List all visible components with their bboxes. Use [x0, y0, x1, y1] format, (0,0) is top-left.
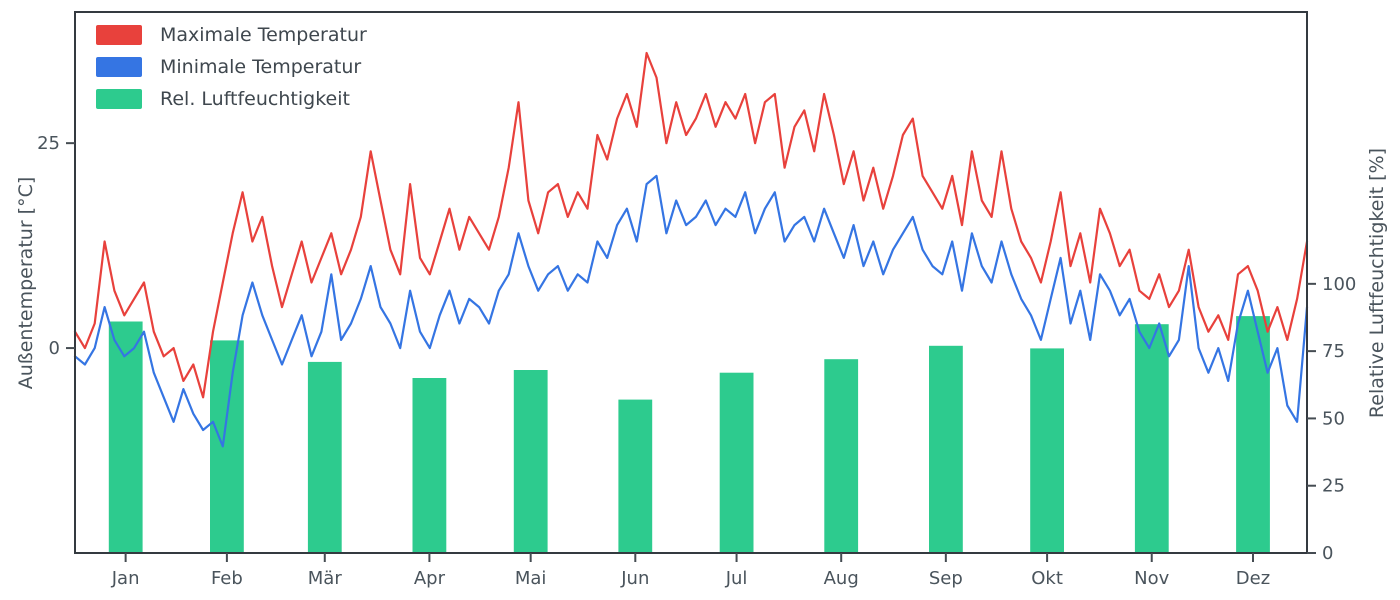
right-tick-label: 0: [1322, 543, 1333, 564]
humidity-bar: [929, 345, 963, 553]
x-tick-label: Feb: [211, 568, 243, 589]
right-tick-label: 75: [1322, 341, 1345, 362]
humidity-bar: [108, 321, 143, 553]
min-temp-line: [73, 174, 1309, 448]
humidity-bar: [412, 378, 447, 553]
humidity-bar: [824, 359, 859, 553]
right-tick-label: 25: [1322, 476, 1345, 497]
humidity-bar: [618, 399, 653, 553]
x-tick-label: Jun: [620, 568, 649, 589]
right-tick-label: 50: [1322, 408, 1345, 429]
left-tick-label: 25: [37, 133, 60, 154]
x-tick-label: Dez: [1236, 568, 1270, 589]
legend-item-humidity: Rel. Luftfeuchtigkeit: [96, 88, 367, 110]
humidity-bar: [719, 372, 754, 553]
x-tick-label: Mär: [308, 568, 343, 589]
legend-item-min-temp: Minimale Temperatur: [96, 56, 367, 78]
x-axis-ticks: Jan Feb Mär Apr Mai Jun Jul Aug Sep Okt Nov Dez: [111, 553, 1270, 589]
humidity-bar: [307, 361, 342, 553]
legend: Maximale Temperatur Minimale Temperatur …: [96, 24, 367, 110]
x-tick-label: Jul: [725, 568, 748, 589]
legend-label-max-temp: Maximale Temperatur: [160, 24, 367, 46]
x-tick-label: Mai: [515, 568, 547, 589]
x-tick-label: Okt: [1031, 568, 1063, 589]
legend-label-humidity: Rel. Luftfeuchtigkeit: [160, 88, 350, 110]
legend-swatch-humidity: [96, 89, 142, 109]
legend-swatch-max-temp: [96, 25, 142, 45]
legend-swatch-min-temp: [96, 57, 142, 77]
humidity-bar: [1030, 348, 1064, 553]
humidity-bar: [210, 340, 244, 553]
legend-item-max-temp: Maximale Temperatur: [96, 24, 367, 46]
humidity-bar: [1236, 316, 1270, 553]
right-axis-title: Relative Luftfeuchtigkeit [%]: [1366, 147, 1388, 419]
x-tick-label: Apr: [414, 568, 446, 589]
right-tick-label: 100: [1322, 274, 1356, 295]
humidity-bar: [1134, 324, 1169, 553]
x-tick-label: Aug: [824, 568, 859, 589]
x-tick-label: Nov: [1134, 568, 1169, 589]
temperature-lines: [73, 51, 1309, 448]
right-axis-ticks: 0 25 50 75 100: [1307, 274, 1356, 564]
left-tick-label: 0: [49, 338, 60, 359]
x-tick-label: Jan: [111, 568, 140, 589]
humidity-bar: [513, 370, 548, 553]
humidity-bars: [108, 316, 1270, 553]
plot-frame: [74, 11, 1308, 554]
x-tick-label: Sep: [929, 568, 963, 589]
left-axis-title: Außentemperatur [°C]: [15, 176, 37, 390]
left-axis-ticks: 0 25: [37, 133, 75, 359]
max-temp-line: [73, 51, 1309, 399]
legend-label-min-temp: Minimale Temperatur: [160, 56, 362, 78]
